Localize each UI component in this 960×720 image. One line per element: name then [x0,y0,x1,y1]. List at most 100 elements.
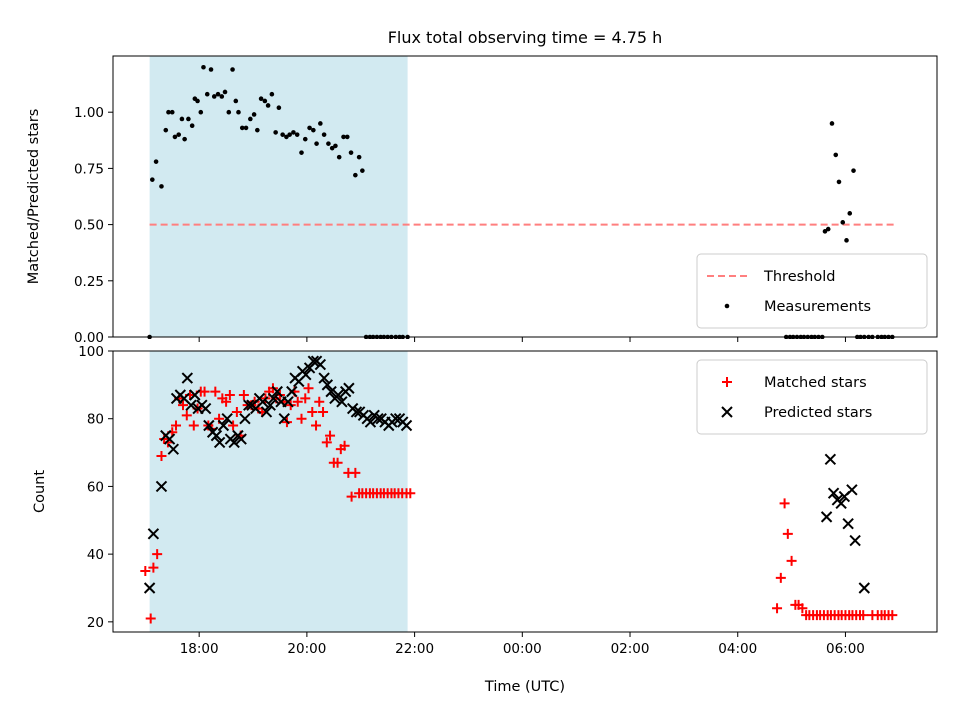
predicted-point [189,389,201,401]
predicted-point [350,406,363,418]
data-point [153,159,159,164]
matched-point [325,430,336,441]
data-point [307,125,312,131]
matched-point [210,386,221,397]
data-point [840,220,846,225]
matched-point [339,440,350,451]
data-point [186,116,191,122]
predicted-point [336,396,348,408]
data-point [211,94,217,99]
predicted-point [849,534,861,547]
predicted-point [267,392,280,405]
matched-point [292,396,303,407]
y-axis-label: Matched/Predicted stars [26,109,42,285]
predicted-point [827,487,840,499]
data-point [169,109,175,115]
matched-point [346,491,357,502]
figure-title: Flux total observing time = 4.75 h [388,28,663,47]
data-point [287,132,292,137]
data-point [314,141,319,146]
matched-point [221,396,232,407]
series-predicted-stars [143,355,871,594]
data-point [182,136,187,142]
predicted-point [260,406,273,418]
data-point [836,179,842,185]
predicted-point [228,436,240,449]
data-point [236,109,241,115]
matched-point [296,413,307,424]
y-tick-label: 20 [87,615,104,631]
data-point [341,134,346,140]
matched-point [300,393,311,404]
x-axis-label: Time (UTC) [484,679,565,695]
data-point [166,109,171,115]
axes-frame [112,55,938,338]
data-point [353,172,358,178]
predicted-point [321,379,334,391]
legend-label: Matched stars [764,375,867,391]
data-point [219,94,225,99]
legend-box [696,359,928,435]
matched-point [887,610,898,621]
data-point [226,109,232,115]
x-tick-label: 00:00 [503,641,542,657]
data-point [284,134,289,140]
matched-point [782,528,793,539]
data-point [189,123,195,128]
predicted-point [155,480,168,493]
data-point [258,96,264,102]
predicted-point [343,382,355,394]
data-point [847,211,853,216]
matched-point [199,386,210,397]
y-axis-label: Count [32,470,48,513]
matched-point [156,450,167,461]
y-tick-label: 1.00 [74,105,104,121]
matched-point [858,610,869,621]
matched-point [152,549,163,560]
data-point [251,112,257,117]
predicted-point [217,419,230,432]
predicted-point [364,416,377,428]
data-point [344,134,350,140]
x-tick-label: 22:00 [395,641,434,657]
matched-point [405,488,416,499]
data-point [273,130,278,135]
data-point [294,132,300,137]
x-tick-label: 02:00 [611,641,650,657]
legend-label: Threshold [763,269,835,285]
data-point [239,125,245,131]
data-point [326,141,331,146]
plot-area [140,355,898,624]
predicted-point [842,517,854,530]
data-point [276,105,282,111]
matched-point [775,572,786,583]
predicted-point [199,402,212,415]
predicted-point [390,413,402,425]
y-tick-label: 60 [87,479,104,495]
predicted-point [332,389,344,401]
matched-point [188,420,199,431]
data-point [302,136,308,142]
matched-point [797,603,808,614]
predicted-point [325,385,337,398]
matched-point [224,390,235,401]
matched-point [779,498,790,509]
x-tick-label: 20:00 [287,641,326,657]
data-point [333,143,338,149]
predicted-point [147,528,160,540]
data-point [243,125,249,131]
predicted-point [858,582,871,594]
matched-point [350,467,361,478]
matched-point [228,420,239,431]
predicted-point [278,413,290,425]
data-point [829,121,835,126]
matched-point [332,457,343,468]
data-point [833,152,839,158]
legend-marker-swatch [724,303,730,309]
matched-point [178,400,189,411]
data-point [198,109,204,115]
matched-point [238,390,249,401]
predicted-point [282,396,294,408]
matched-point [772,603,783,614]
